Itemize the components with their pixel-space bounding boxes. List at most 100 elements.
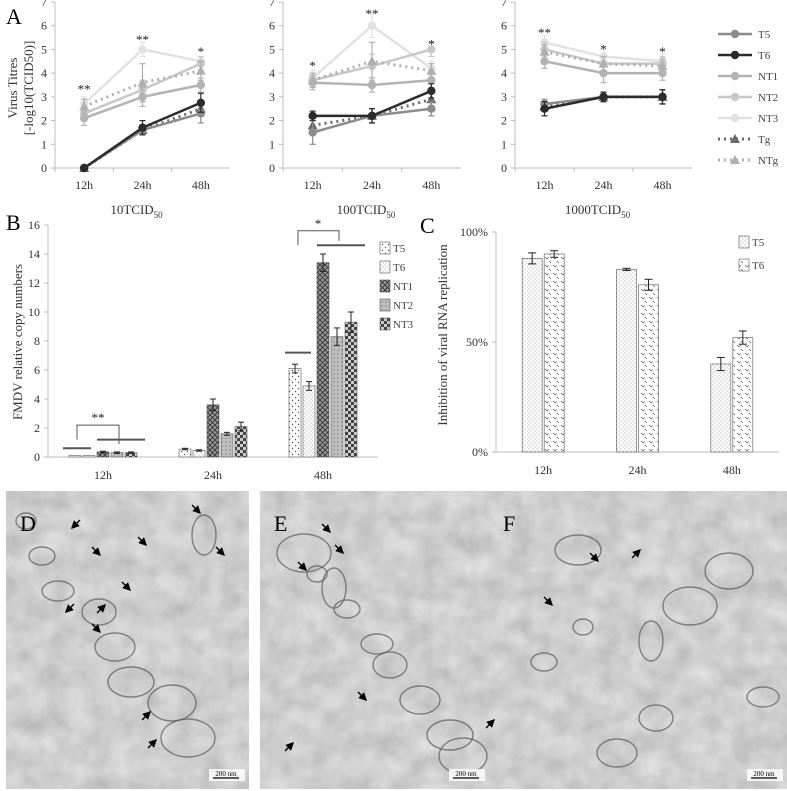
arrow-pointer	[631, 549, 641, 559]
y-tick-label: 4	[269, 66, 275, 80]
y-tick-label: 12	[28, 276, 40, 290]
y-tick-label: 0	[269, 161, 275, 175]
arrow-pointer	[141, 711, 151, 721]
micrograph-panels: D 200 nm E 200 nm F 200 nm	[6, 491, 787, 789]
organelle	[554, 534, 602, 566]
significance-bracket	[297, 230, 340, 246]
x-tick-label: 24h	[134, 178, 152, 192]
legend-swatch-T5	[379, 241, 391, 255]
y-tick-label: 4	[501, 66, 507, 80]
y-tick-label: 6	[269, 19, 275, 33]
organelle	[426, 719, 474, 751]
y-axis-title: FMDV relative copy numbers	[10, 264, 25, 420]
micrograph-E: E 200 nm	[260, 491, 489, 789]
series-line-NTg	[312, 59, 432, 82]
organelle	[41, 580, 75, 602]
data-point-NTg	[195, 65, 206, 75]
bar-T6	[638, 284, 659, 453]
significance-mark: *	[428, 37, 435, 52]
arrow-pointer	[543, 596, 553, 606]
organelle	[746, 686, 780, 708]
legend-label-NT2: NT2	[393, 300, 413, 312]
organelle	[662, 586, 718, 626]
legend-label-T6: T6	[752, 260, 765, 272]
series-line-Tg	[544, 95, 663, 108]
scale-bar-label: 200 nm	[215, 770, 237, 778]
legend-label-NT1: NT1	[393, 281, 413, 293]
data-point-NT1	[367, 80, 377, 90]
legend-label-T5: T5	[752, 237, 765, 249]
organelle	[94, 632, 136, 662]
legend-marker-NT3	[730, 113, 740, 123]
x-tick-label: 48h	[723, 463, 741, 477]
legend-label-NTg: NTg	[758, 155, 779, 167]
y-tick-label: 4	[34, 392, 40, 406]
y-tick-label: 7	[41, 0, 47, 9]
organelle	[15, 512, 37, 530]
x-tick-label: 48h	[192, 178, 210, 192]
significance-mark: **	[92, 410, 105, 425]
bar-T5	[710, 363, 732, 453]
significance-mark: *	[315, 216, 322, 231]
organelle	[276, 533, 332, 573]
y-tick-label: 2	[41, 114, 47, 128]
y-tick-label: 0%	[472, 445, 488, 459]
x-tick-label: 48h	[422, 178, 440, 192]
data-point-Tg	[426, 94, 437, 104]
y-tick-label: 5	[269, 42, 275, 56]
y-tick-label: 2	[34, 421, 40, 435]
micrograph-texture	[489, 491, 787, 789]
legend-marker-NT2	[730, 92, 740, 102]
y-tick-label: 0	[41, 161, 47, 175]
organelle	[147, 684, 197, 722]
micrograph-F: F 200 nm	[485, 491, 787, 789]
data-point-NT3	[367, 21, 377, 30]
x-tick-label: 24h	[204, 468, 222, 482]
data-point-T6	[79, 163, 89, 173]
organelle	[704, 552, 754, 590]
legend-swatch-T6	[738, 258, 750, 272]
bar-T6	[543, 253, 565, 453]
legend-swatch-T6	[379, 260, 391, 274]
panel-label-F: F	[503, 511, 515, 536]
panel-label-A: A	[6, 4, 22, 29]
arrow-pointer	[297, 561, 307, 571]
bar-NT1	[206, 404, 220, 458]
bar-NT3	[344, 321, 358, 458]
significance-mark: *	[659, 44, 666, 59]
data-point-T5	[308, 128, 317, 137]
data-point-NT1	[79, 114, 89, 123]
y-tick-label: 6	[501, 19, 507, 33]
y-tick-label: 10	[28, 305, 40, 319]
arrow-pointer	[71, 519, 81, 529]
data-point-NTg	[307, 75, 318, 85]
legend-label-T5: T5	[393, 243, 406, 255]
organelle	[530, 652, 558, 672]
data-point-NTg	[657, 61, 668, 71]
y-tick-label: 1	[41, 137, 47, 151]
arrow-pointer	[96, 604, 106, 614]
legend-label-T6: T6	[758, 50, 771, 62]
data-point-T6	[196, 98, 206, 107]
bar-T5	[68, 455, 82, 458]
y-tick-label: 0	[501, 161, 507, 175]
y-tick-label: 3	[269, 90, 275, 104]
legend-label-T5: T5	[758, 29, 771, 41]
scale-bar-label: 200 nm	[753, 770, 775, 778]
significance-bracket	[76, 424, 120, 444]
significance-mark: *	[309, 58, 316, 73]
organelle	[333, 599, 361, 619]
data-point-NTg	[426, 65, 437, 75]
data-point-T6	[138, 123, 147, 132]
legend-label-NT3: NT3	[393, 319, 414, 331]
arrow-pointer	[284, 742, 294, 752]
arrow-pointer	[121, 581, 131, 591]
y-tick-label: 3	[41, 90, 47, 104]
x-tick-label: 24h	[629, 463, 647, 477]
arrow-pointer	[334, 544, 344, 554]
organelle	[360, 633, 394, 655]
legend-marker-T6	[730, 50, 740, 60]
